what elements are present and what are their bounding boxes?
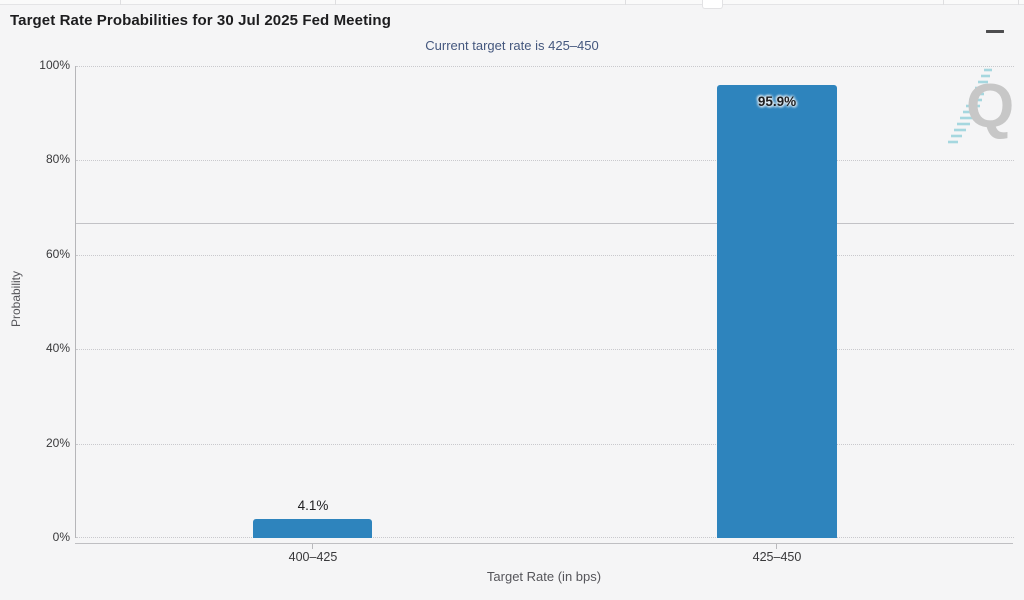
y-tick-label: 80% xyxy=(45,152,70,167)
strip-divider xyxy=(335,0,336,5)
x-category-label: 400–425 xyxy=(288,550,338,564)
top-edge-strip xyxy=(0,0,1024,5)
top-strip-notch xyxy=(702,0,723,9)
bar-425-450[interactable] xyxy=(717,85,837,538)
bar-value-label: 95.9% xyxy=(757,94,797,110)
strip-divider xyxy=(943,0,944,5)
x-axis-title: Target Rate (in bps) xyxy=(486,569,602,584)
strip-divider xyxy=(120,0,121,5)
gridline-100 xyxy=(76,66,1014,67)
gridline-40 xyxy=(76,349,1014,351)
y-tick-label: 100% xyxy=(39,58,70,72)
gridline-20 xyxy=(76,443,1014,445)
strip-divider xyxy=(1018,0,1019,5)
y-tick-label: 60% xyxy=(45,246,70,261)
gridline-80 xyxy=(76,160,1014,162)
chart-title: Target Rate Probabilities for 30 Jul 202… xyxy=(10,12,391,29)
gridline-60 xyxy=(76,254,1014,256)
chart-subtitle: Current target rate is 425–450 xyxy=(425,38,599,53)
x-tick-mark xyxy=(312,543,313,549)
y-tick-label: 20% xyxy=(45,435,70,450)
bar-400-425[interactable] xyxy=(253,518,372,538)
reference-line xyxy=(76,223,1014,224)
bar-value-label: 4.1% xyxy=(297,497,329,513)
x-category-label: 425–450 xyxy=(752,550,802,564)
y-tick-label: 0% xyxy=(52,530,70,544)
y-axis-labels: 100% 80% 60% 40% 20% 0% xyxy=(0,58,70,544)
gridline-0 xyxy=(76,537,1014,538)
plot-area: 4.1% 95.9% 400–425 425–450 xyxy=(75,66,1014,564)
x-tick-mark xyxy=(776,543,777,549)
x-axis-line xyxy=(75,543,1013,544)
y-tick-label: 40% xyxy=(45,341,70,356)
strip-divider xyxy=(625,0,626,5)
chart-context-menu-button[interactable] xyxy=(986,15,1008,33)
y-axis-title: Probability xyxy=(9,270,23,328)
